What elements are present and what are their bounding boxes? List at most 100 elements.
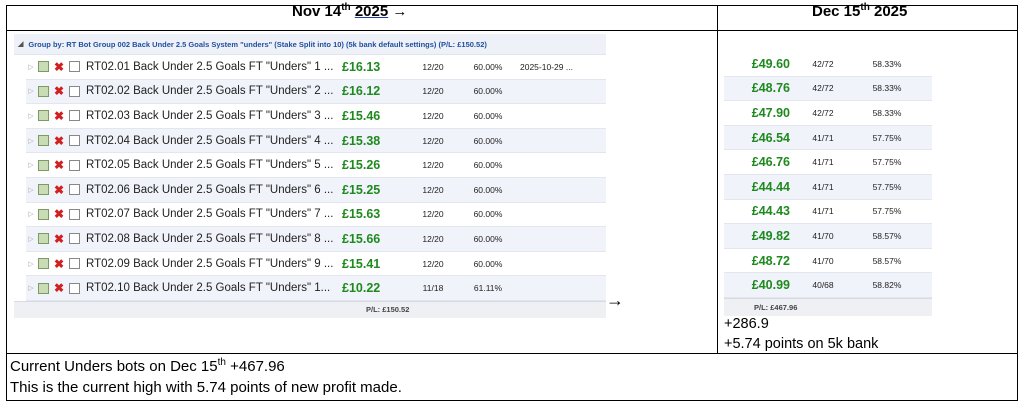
delete-icon[interactable]: ✖ xyxy=(53,84,65,99)
expand-triangle-icon[interactable]: ▷ xyxy=(28,211,34,219)
bot-name: RT02.06 Back Under 2.5 Goals FT "Unders"… xyxy=(86,183,334,196)
bot-record: 12/20 xyxy=(422,135,444,146)
bot-row[interactable]: ▷ ✖ RT02.04 Back Under 2.5 Goals FT "Under… xyxy=(26,128,606,154)
bot-record: 41/70 xyxy=(812,255,834,266)
column-divider xyxy=(717,6,718,353)
delete-icon[interactable]: ✖ xyxy=(53,182,65,197)
bot-strike-rate: 57.75% xyxy=(872,181,902,192)
bot-strike-rate: 57.75% xyxy=(872,157,902,168)
bot-profit: £48.76 xyxy=(751,81,790,96)
expand-triangle-icon[interactable]: ▷ xyxy=(28,260,34,268)
bot-strike-rate: 60.00% xyxy=(473,184,503,195)
bot-strike-rate: 58.57% xyxy=(872,230,902,241)
delete-icon[interactable]: ✖ xyxy=(53,158,65,173)
row-checkbox[interactable] xyxy=(69,85,80,97)
bot-result-row: £47.90 42/72 58.33% xyxy=(724,101,932,126)
bot-settings-icon[interactable] xyxy=(38,61,49,73)
delete-icon[interactable]: ✖ xyxy=(53,231,65,246)
bot-settings-icon[interactable] xyxy=(38,85,49,97)
row-checkbox[interactable] xyxy=(69,208,80,220)
expand-triangle-icon[interactable]: ▷ xyxy=(28,112,34,120)
bot-row[interactable]: ▷ ✖ RT02.02 Back Under 2.5 Goals FT "Under… xyxy=(26,79,606,105)
row-checkbox[interactable] xyxy=(69,258,80,270)
group-header[interactable]: ◢ Group by: RT Bot Group 002 Back Under … xyxy=(14,34,606,55)
expand-triangle-icon[interactable]: ▷ xyxy=(28,63,34,71)
expand-triangle-icon[interactable]: ▷ xyxy=(28,235,34,243)
header-right: Dec 15th 2025 xyxy=(812,2,907,20)
bot-name: RT02.10 Back Under 2.5 Goals FT "Unders"… xyxy=(86,282,331,295)
bot-name: RT02.07 Back Under 2.5 Goals FT "Unders"… xyxy=(86,208,334,221)
delete-icon[interactable]: ✖ xyxy=(53,59,65,74)
bot-settings-icon[interactable] xyxy=(38,258,49,270)
bot-row[interactable]: ▷ ✖ RT02.05 Back Under 2.5 Goals FT "Under… xyxy=(26,153,606,178)
bot-strike-rate: 60.00% xyxy=(473,160,503,171)
bot-row[interactable]: ▷ ✖ RT02.10 Back Under 2.5 Goals FT "Under… xyxy=(26,276,606,301)
delete-icon[interactable]: ✖ xyxy=(53,256,65,271)
bot-result-row: £48.76 42/72 58.33% xyxy=(724,76,932,102)
expand-triangle-icon[interactable]: ▷ xyxy=(28,162,34,170)
bot-settings-icon[interactable] xyxy=(38,233,49,245)
bot-record: 12/20 xyxy=(422,209,444,220)
bot-result-row: £49.60 42/72 58.33% xyxy=(724,52,932,77)
bot-row[interactable]: ▷ ✖ RT02.09 Back Under 2.5 Goals FT "Under… xyxy=(26,252,606,277)
expand-triangle-icon[interactable]: ▷ xyxy=(28,285,34,293)
bot-profit: £10.22 xyxy=(342,281,381,296)
bot-record: 42/72 xyxy=(812,83,834,94)
bot-row[interactable]: ▷ ✖ RT02.08 Back Under 2.5 Goals FT "Under… xyxy=(26,227,606,252)
header-arrow-icon: → xyxy=(392,3,408,20)
bot-settings-icon[interactable] xyxy=(38,110,49,122)
bot-result-row: £44.44 41/71 57.75% xyxy=(724,174,932,200)
bot-strike-rate: 58.82% xyxy=(872,280,902,291)
left-total-bar: P/L: £150.52 xyxy=(14,300,606,318)
bot-record: 41/70 xyxy=(812,230,834,241)
expand-triangle-icon[interactable]: ▷ xyxy=(28,186,34,194)
bot-record: 41/71 xyxy=(812,157,834,168)
row-checkbox[interactable] xyxy=(69,159,80,171)
bot-profit: £44.44 xyxy=(751,179,790,194)
bot-settings-icon[interactable] xyxy=(38,282,49,294)
bot-row[interactable]: ▷ ✖ RT02.06 Back Under 2.5 Goals FT "Under… xyxy=(26,177,606,203)
bot-settings-icon[interactable] xyxy=(38,159,49,171)
row-checkbox[interactable] xyxy=(69,110,80,122)
left-total: P/L: £150.52 xyxy=(366,304,410,314)
footer-line-1-text: Current Unders bots on Dec 15 xyxy=(10,358,218,375)
bot-name: RT02.01 Back Under 2.5 Goals FT "Unders"… xyxy=(86,60,334,73)
bot-profit: £16.12 xyxy=(342,84,381,99)
bot-record: 12/20 xyxy=(422,233,444,244)
bot-settings-icon[interactable] xyxy=(38,184,49,196)
header-divider xyxy=(7,30,1017,31)
bot-settings-icon[interactable] xyxy=(38,135,49,147)
header-right-date: Dec 15 xyxy=(812,3,861,20)
collapse-triangle-icon[interactable]: ◢ xyxy=(18,41,24,48)
bot-strike-rate: 57.75% xyxy=(872,132,902,143)
delete-icon[interactable]: ✖ xyxy=(53,108,65,123)
bot-profit: £46.54 xyxy=(751,130,790,145)
bot-record: 12/20 xyxy=(422,86,444,97)
row-checkbox[interactable] xyxy=(69,135,80,147)
expand-triangle-icon[interactable]: ▷ xyxy=(28,88,34,96)
bot-row[interactable]: ▷ ✖ RT02.01 Back Under 2.5 Goals FT "Under… xyxy=(26,55,606,80)
bot-record: 12/20 xyxy=(422,110,444,121)
bot-record: 12/20 xyxy=(422,184,444,195)
bot-result-row: £40.99 40/68 58.82% xyxy=(724,273,932,298)
bot-row[interactable]: ▷ ✖ RT02.03 Back Under 2.5 Goals FT "Under… xyxy=(26,104,606,129)
delete-icon[interactable]: ✖ xyxy=(53,207,65,222)
right-bot-screenshot: £49.60 42/72 58.33% £48.76 42/72 58.33% £47.90… xyxy=(724,52,932,316)
expand-triangle-icon[interactable]: ▷ xyxy=(28,137,34,145)
row-checkbox[interactable] xyxy=(69,233,80,245)
bot-profit: £15.63 xyxy=(342,207,381,222)
delete-icon[interactable]: ✖ xyxy=(53,281,65,296)
bot-record: 42/72 xyxy=(812,58,834,69)
bot-name: RT02.09 Back Under 2.5 Goals FT "Unders"… xyxy=(86,257,334,270)
bot-profit: £15.25 xyxy=(342,182,381,197)
bot-settings-icon[interactable] xyxy=(38,208,49,220)
delete-icon[interactable]: ✖ xyxy=(53,133,65,148)
bot-strike-rate: 58.57% xyxy=(872,255,902,266)
bot-strike-rate: 60.00% xyxy=(473,135,503,146)
bot-profit: £44.43 xyxy=(751,204,790,219)
row-checkbox[interactable] xyxy=(69,282,80,294)
bot-strike-rate: 57.75% xyxy=(872,206,902,217)
row-checkbox[interactable] xyxy=(69,184,80,196)
bot-row[interactable]: ▷ ✖ RT02.07 Back Under 2.5 Goals FT "Under… xyxy=(26,203,606,228)
row-checkbox[interactable] xyxy=(69,61,80,73)
